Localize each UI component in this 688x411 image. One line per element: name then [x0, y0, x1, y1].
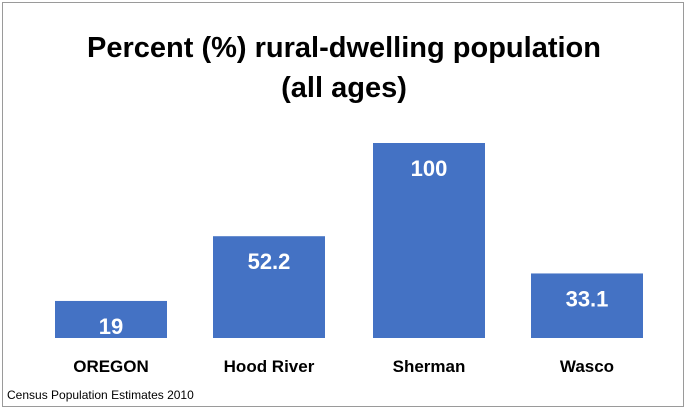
chart-title: Percent (%) rural-dwelling population (a…: [0, 28, 688, 108]
data-label: 100: [411, 156, 448, 181]
chart-title-line-1: Percent (%) rural-dwelling population: [87, 32, 601, 64]
bar-oregon: [55, 300, 167, 338]
category-label: Hood River: [224, 357, 315, 376]
bar-wasco: [531, 273, 643, 338]
bar-hood-river: [213, 236, 325, 338]
source-note: Census Population Estimates 2010: [7, 388, 194, 402]
category-label: Sherman: [393, 357, 466, 376]
chart-frame: [2, 2, 684, 407]
data-label: 33.1: [566, 286, 609, 311]
bar-sherman: [373, 143, 485, 338]
chart-title-line-2: (all ages): [281, 72, 407, 104]
category-label: Wasco: [560, 357, 614, 376]
data-label: 19: [99, 314, 123, 339]
data-label: 52.2: [248, 249, 291, 274]
bars-group: 19 OREGON 52.2 Hood River 100 Sherman 33.1 Wasc…: [55, 143, 643, 376]
category-label: OREGON: [73, 357, 149, 376]
